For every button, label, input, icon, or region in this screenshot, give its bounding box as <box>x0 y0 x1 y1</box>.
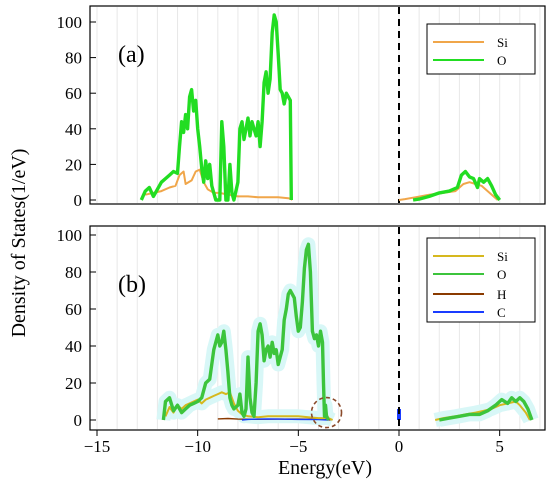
y-tick-label: 100 <box>57 226 83 245</box>
panel-b: 0 20 40 60 80 100 −15 −10 −5 0 5 (b) Si O H C <box>57 225 546 456</box>
fermi-spike-c <box>397 409 401 420</box>
legend-b-label-c: C <box>497 305 506 320</box>
y-axis-label: Density of States(1/eV) <box>8 149 30 338</box>
x-tick-label: −5 <box>289 437 307 456</box>
series-line-si <box>398 181 499 201</box>
y-tick-label: 40 <box>65 337 82 356</box>
panel-b-legend: Si O H C <box>426 237 536 323</box>
x-tick-label: 0 <box>395 437 404 456</box>
y-tick-label: 0 <box>74 191 83 210</box>
panel-a-label: (a) <box>118 42 145 68</box>
legend-a-label-si: Si <box>497 35 508 50</box>
y-tick-label: 20 <box>65 374 82 393</box>
panel-a-series <box>139 13 502 202</box>
panel-b-y-ticks: 0 20 40 60 80 100 <box>57 226 96 430</box>
series-line-o <box>139 13 293 202</box>
series-line-o <box>438 396 534 422</box>
x-tick-label: −15 <box>84 437 111 456</box>
panel-b-frame <box>89 225 546 431</box>
panel-b-x-ticks: −15 −10 −5 0 5 <box>84 409 504 456</box>
y-tick-label: 40 <box>65 120 82 139</box>
panel-b-label: (b) <box>118 272 146 298</box>
y-tick-label: 60 <box>65 84 82 103</box>
legend-b-label-h: H <box>497 287 506 302</box>
series-line-o <box>161 242 330 421</box>
x-tick-label: −10 <box>184 437 211 456</box>
x-tick-label: 5 <box>495 437 504 456</box>
panel-b-annotation <box>310 396 343 429</box>
y-tick-label: 0 <box>74 411 83 430</box>
legend-a-label-o: O <box>497 53 506 68</box>
legend-b-label-si: Si <box>497 249 508 264</box>
panel-a: 0 20 40 60 80 100 (a) Si O <box>57 5 546 210</box>
series-line-c <box>241 418 329 421</box>
panel-a-y-ticks: 0 20 40 60 80 100 <box>57 13 96 210</box>
y-tick-label: 60 <box>65 300 82 319</box>
series-line-o <box>412 169 502 202</box>
panel-a-frame <box>89 5 546 205</box>
y-tick-label: 80 <box>65 49 82 68</box>
panel-a-legend: Si O <box>426 23 536 75</box>
panel-b-series <box>161 242 534 422</box>
y-tick-label: 80 <box>65 263 82 282</box>
legend-b-label-o: O <box>497 267 506 282</box>
highlight-circle <box>310 396 343 429</box>
y-tick-label: 20 <box>65 155 82 174</box>
x-axis-label: Energy(eV) <box>278 457 372 479</box>
panel-a-legend-box <box>426 23 536 75</box>
y-tick-label: 100 <box>57 13 83 32</box>
panel-b-legend-box <box>426 237 536 323</box>
series-line-si <box>145 168 293 201</box>
